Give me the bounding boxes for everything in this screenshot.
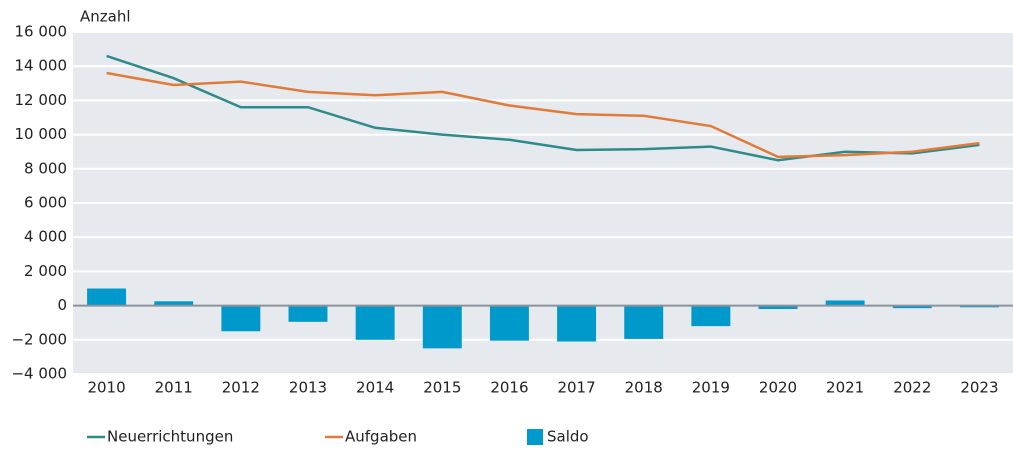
bar (489, 305, 529, 341)
y-tick-label: 0 (57, 296, 67, 314)
bar (825, 300, 865, 306)
y-tick-label: 12 000 (15, 91, 68, 109)
x-tick-label: 2017 (557, 379, 595, 397)
bar (557, 305, 597, 342)
y-tick-label: 8 000 (24, 159, 67, 177)
x-tick-label: 2023 (960, 379, 998, 397)
x-tick-label: 2021 (826, 379, 864, 397)
x-tick-label: 2015 (423, 379, 461, 397)
y-tick-label: 16 000 (15, 23, 68, 41)
legend-label: Saldo (547, 428, 589, 446)
y-tick-label: 4 000 (24, 228, 67, 246)
bar (758, 305, 798, 310)
x-tick-label: 2018 (625, 379, 663, 397)
x-tick-label: 2022 (893, 379, 931, 397)
bar (691, 305, 731, 327)
bar (288, 305, 328, 322)
legend-label: Neuerrichtungen (107, 428, 233, 446)
x-tick-label: 2013 (289, 379, 327, 397)
bar (355, 305, 395, 340)
x-tick-label: 2016 (490, 379, 528, 397)
x-tick-label: 2011 (155, 379, 193, 397)
y-axis-label: Anzahl (80, 8, 131, 26)
line (106, 71, 980, 159)
y-tick-label: −4 000 (11, 365, 67, 383)
legend-label: Aufgaben (345, 428, 417, 446)
bar (221, 305, 261, 332)
y-tick-label: 6 000 (24, 194, 67, 212)
x-tick-label: 2014 (356, 379, 394, 397)
bar (422, 305, 462, 349)
bar (87, 288, 127, 306)
x-tick-label: 2010 (87, 379, 125, 397)
legend-swatch (527, 429, 543, 445)
x-tick-label: 2012 (222, 379, 260, 397)
x-tick-label: 2019 (692, 379, 730, 397)
line (106, 54, 980, 162)
x-tick-label: 2020 (759, 379, 797, 397)
y-tick-label: 14 000 (15, 57, 68, 75)
bar (154, 301, 194, 306)
y-tick-label: 10 000 (15, 125, 68, 143)
y-tick-label: −2 000 (11, 330, 67, 348)
y-tick-label: 2 000 (24, 262, 67, 280)
bar (624, 305, 664, 339)
bar (892, 305, 932, 309)
